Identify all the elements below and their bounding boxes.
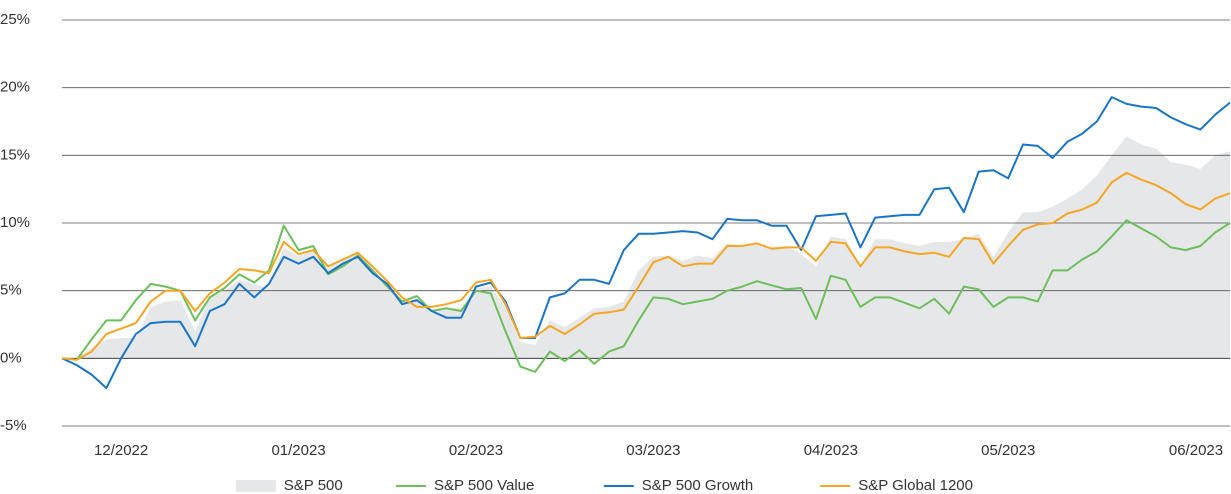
- y-tick-label: 25%: [0, 11, 30, 28]
- x-tick-label: 03/2023: [626, 442, 680, 459]
- y-tick-label: 5%: [0, 282, 22, 299]
- y-tick-label: 0%: [0, 349, 22, 366]
- line: [61, 219, 1231, 373]
- legend-swatch: [235, 480, 276, 492]
- y-tick-label: 20%: [0, 79, 30, 96]
- legend-label: S&P Global 1200: [858, 477, 973, 494]
- y-tick-label: 15%: [0, 146, 30, 163]
- area: [62, 136, 1230, 359]
- x-tick-label: 02/2023: [449, 442, 503, 459]
- legend-label: S&P 500 Growth: [642, 477, 753, 494]
- x-tick-label: 05/2023: [981, 442, 1035, 459]
- line: [61, 96, 1231, 390]
- line: [61, 171, 1231, 361]
- y-tick-label: -5%: [0, 417, 27, 434]
- x-tick-label: 01/2023: [271, 442, 325, 459]
- x-tick-label: 12/2022: [94, 442, 148, 459]
- legend-label: S&P 500 Value: [434, 477, 534, 494]
- y-tick-label: 10%: [0, 214, 30, 231]
- x-tick-label: 04/2023: [804, 442, 858, 459]
- legend-label: S&P 500: [284, 477, 343, 494]
- x-tick-label: 06/2023: [1169, 442, 1223, 459]
